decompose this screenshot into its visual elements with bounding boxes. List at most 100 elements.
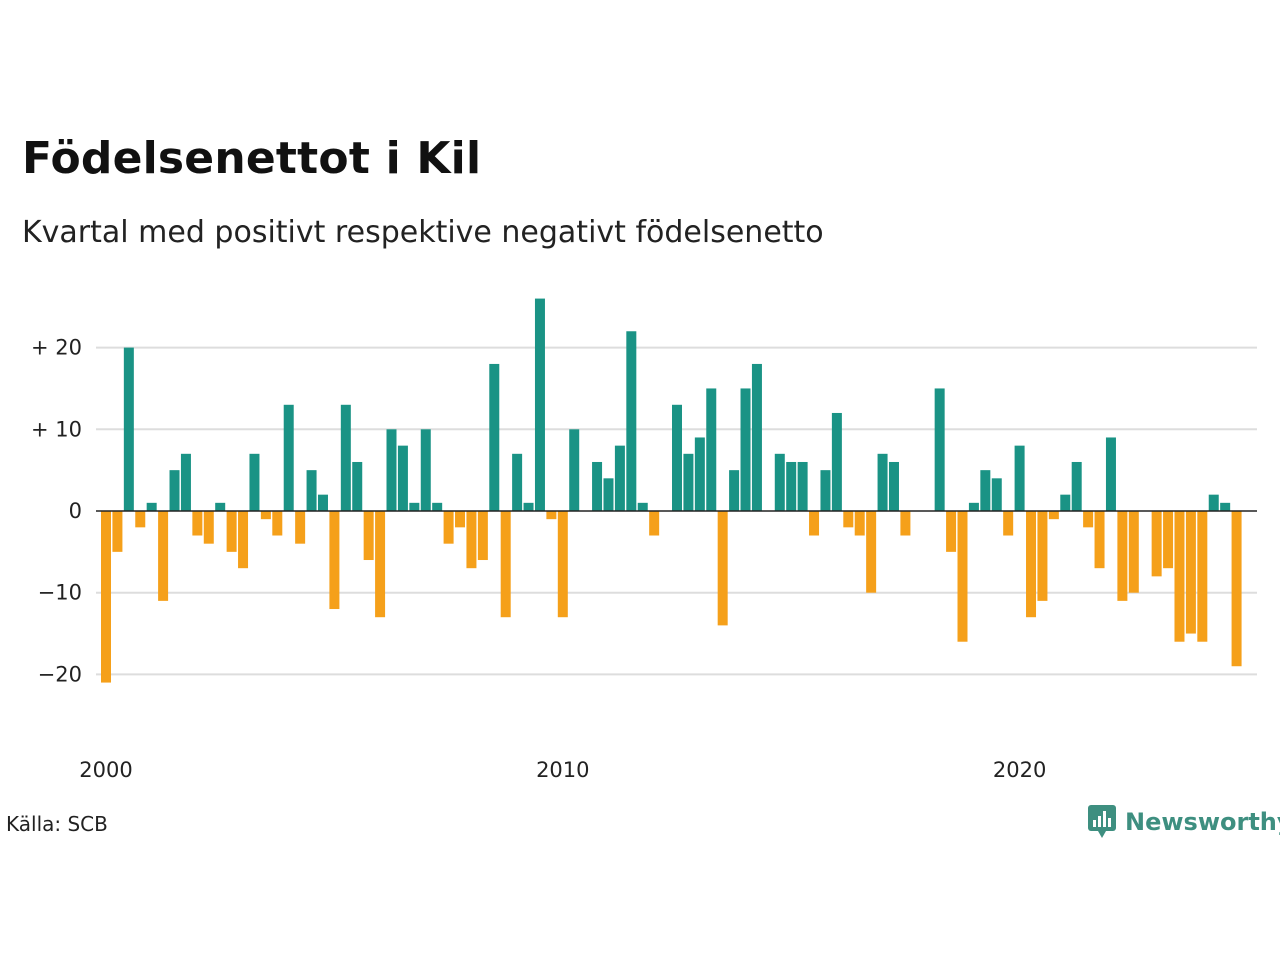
bar-negative (477, 511, 488, 561)
bar-negative (363, 511, 374, 561)
bar-positive (512, 453, 523, 511)
bar-positive (249, 453, 260, 511)
bar-positive (146, 502, 157, 511)
x-tick-label: 2010 (536, 758, 589, 782)
bar-positive (523, 502, 534, 511)
bar-negative (1174, 511, 1185, 642)
source-note: Källa: SCB (6, 812, 108, 836)
bars (101, 298, 1242, 683)
bar-negative (1128, 511, 1139, 593)
bar-negative (843, 511, 854, 528)
bar-negative (546, 511, 557, 520)
brand-name: Newsworthy (1125, 808, 1280, 836)
bar-positive (534, 298, 545, 511)
bar-negative (717, 511, 728, 626)
bar-positive (934, 388, 945, 511)
bar-positive (397, 445, 408, 511)
bar-positive (1105, 437, 1116, 511)
y-tick-label: + 10 (31, 417, 82, 441)
bar-negative (192, 511, 203, 536)
bar-negative (455, 511, 466, 528)
bar-negative (900, 511, 911, 536)
bar-negative (1163, 511, 1174, 569)
bar-positive (352, 461, 363, 511)
bar-negative (226, 511, 237, 552)
bar-positive (672, 404, 682, 511)
bar-positive (489, 363, 500, 511)
bar-negative (1048, 511, 1059, 520)
bar-negative (1026, 511, 1037, 618)
bar-negative (238, 511, 249, 569)
bar-positive (169, 470, 180, 511)
bar-positive (831, 412, 842, 511)
bar-negative (1037, 511, 1048, 601)
bar-positive (751, 363, 762, 511)
bar-negative (1117, 511, 1128, 601)
bar-positive (786, 461, 797, 511)
bar-negative (443, 511, 454, 544)
bar-chart-speech-bubble-icon (1088, 805, 1116, 838)
bar-positive (1014, 445, 1025, 511)
bar-positive (340, 404, 351, 511)
bar-positive (820, 470, 831, 511)
bar-negative (1151, 511, 1162, 577)
bar-negative (112, 511, 123, 552)
bar-positive (1220, 502, 1231, 511)
bar-negative (1083, 511, 1094, 528)
bar-positive (991, 478, 1002, 511)
bar-negative (500, 511, 511, 618)
bar-positive (317, 494, 328, 511)
bar-chart: −20 −10 0 + 10 + 20 2000 2010 2020 (31, 298, 1257, 782)
bar-positive (797, 461, 808, 511)
bar-negative (809, 511, 820, 536)
bar-positive (1060, 494, 1071, 511)
bar-negative (1094, 511, 1105, 569)
bar-positive (386, 429, 397, 511)
bar-positive (180, 453, 191, 511)
y-tick-label: −10 (38, 581, 82, 605)
bar-positive (637, 502, 648, 511)
bar-negative (1185, 511, 1196, 634)
chart-subtitle: Kvartal med positivt respektive negativt… (22, 215, 824, 250)
bar-negative (557, 511, 568, 618)
bar-positive (592, 461, 603, 511)
bar-positive (569, 429, 580, 511)
bar-positive (409, 502, 420, 511)
bar-positive (626, 331, 637, 511)
bar-positive (683, 453, 694, 511)
bar-negative (1197, 511, 1208, 642)
bar-positive (968, 502, 979, 511)
bar-positive (694, 437, 705, 511)
bar-positive (980, 470, 991, 511)
bar-positive (432, 502, 443, 511)
bar-negative (272, 511, 283, 536)
y-tick-label: 0 (69, 499, 82, 523)
bar-negative (866, 511, 877, 593)
brand-logo: Newsworthy (1087, 804, 1280, 840)
bar-negative (375, 511, 386, 618)
bar-negative (135, 511, 146, 528)
bar-positive (283, 404, 294, 511)
bar-negative (946, 511, 957, 552)
bar-negative (329, 511, 340, 610)
bar-positive (1208, 494, 1219, 511)
bar-negative (260, 511, 271, 520)
bar-negative (854, 511, 865, 536)
bar-negative (957, 511, 968, 642)
bar-positive (123, 347, 134, 511)
x-tick-label: 2000 (79, 758, 132, 782)
bar-positive (774, 453, 785, 511)
bar-negative (649, 511, 660, 536)
bar-positive (603, 478, 614, 511)
bar-positive (614, 445, 625, 511)
bar-positive (215, 502, 226, 511)
bar-positive (740, 388, 751, 511)
bar-negative (1231, 511, 1242, 667)
bar-negative (466, 511, 477, 569)
bar-negative (203, 511, 214, 544)
bar-negative (101, 511, 111, 683)
bar-positive (306, 470, 317, 511)
x-tick-label: 2020 (993, 758, 1046, 782)
bar-negative (1003, 511, 1014, 536)
bar-positive (420, 429, 431, 511)
